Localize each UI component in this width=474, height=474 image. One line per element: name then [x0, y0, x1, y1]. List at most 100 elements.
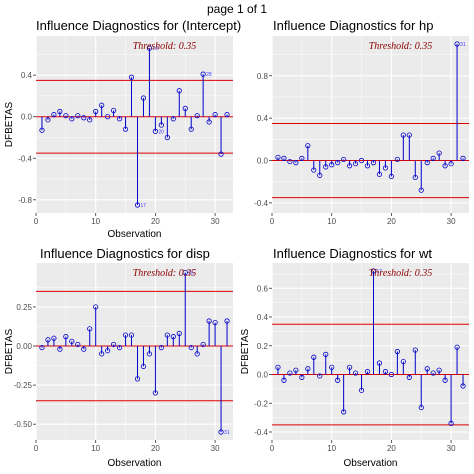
y-tick-label: 0.0: [21, 113, 33, 122]
dfbeta-point: [305, 143, 311, 149]
x-tick-label: 0: [270, 217, 275, 226]
dfbeta-point: [182, 105, 188, 112]
dfbeta-point: [317, 172, 323, 178]
dfbeta-point: [406, 132, 412, 138]
dfbeta-point: [39, 127, 45, 133]
y-tick-label: -0.4: [254, 199, 268, 208]
dfbeta-point: [128, 74, 135, 80]
dfbeta-point: [93, 304, 99, 310]
dfbeta-point: [170, 334, 176, 340]
dfbeta-point: [406, 374, 412, 380]
x-tick-label: 30: [211, 217, 220, 226]
x-tick-label: 0: [34, 444, 39, 453]
observation-label: 19: [152, 46, 158, 52]
dfbeta-point: [329, 162, 335, 168]
dfbeta-point: [176, 88, 182, 94]
y-tick-label: 0.6: [257, 284, 269, 293]
dfbeta-point: [460, 383, 466, 389]
dfbeta-point: [299, 155, 305, 161]
dfbeta-point: [134, 376, 141, 382]
observation-label: 28: [206, 72, 212, 78]
dfbeta-point: [75, 113, 81, 119]
y-tick-label: -0.4: [18, 154, 32, 163]
dfbeta-point: [370, 268, 377, 274]
dfbeta-point: [448, 161, 454, 167]
dfbeta-point: [116, 116, 123, 122]
dfbeta-point: [111, 341, 117, 348]
dfbeta-point: [394, 156, 400, 163]
dfbeta-point: [311, 167, 317, 173]
threshold-label: Threshold: 0.35: [369, 268, 433, 279]
dfbeta-point: [87, 117, 93, 123]
dfbeta-point: [57, 108, 63, 115]
dfbeta-point: [45, 117, 51, 123]
y-tick-label: 0.0: [257, 371, 269, 380]
dfbeta-point: [81, 346, 87, 352]
dfbeta-point: [170, 116, 176, 122]
y-tick-label: 0.4: [21, 71, 33, 80]
y-tick-label: 0.25: [16, 303, 32, 312]
x-axis-label: Observation: [108, 458, 162, 469]
dfbeta-point: [317, 373, 323, 379]
dfbeta-point: [347, 364, 353, 370]
dfbeta-point: [57, 346, 63, 352]
y-tick-label: -0.50: [14, 420, 33, 429]
dfbeta-point: [194, 351, 200, 357]
dfbeta-point: [224, 318, 230, 324]
panel-title: Influence Diagnostics for hp: [273, 18, 433, 33]
dfbeta-point: [81, 115, 87, 121]
dfbeta-point: [281, 377, 287, 383]
dfbeta-point: [105, 348, 111, 354]
panel-title: Influence Diagnostics for wt: [273, 246, 432, 261]
dfbeta-point: [352, 161, 359, 167]
dfbeta-point: [382, 369, 389, 375]
y-tick-label: -0.4: [254, 428, 268, 437]
x-tick-label: 20: [387, 444, 396, 453]
dfbeta-point: [311, 354, 317, 360]
dfbeta-point: [63, 113, 69, 119]
x-tick-label: 30: [447, 444, 456, 453]
dfbeta-point: [352, 370, 359, 376]
dfbeta-point: [341, 409, 347, 415]
dfbeta-point: [182, 269, 188, 276]
dfbeta-point: [105, 114, 111, 120]
dfbeta-point: [206, 119, 212, 125]
x-tick-label: 0: [270, 444, 275, 453]
dfbeta-point: [212, 319, 218, 326]
dfbeta-point: [424, 160, 430, 166]
threshold-label: Threshold: 0.35: [369, 41, 433, 52]
panel-title: Influence Diagnostics for disp: [40, 246, 210, 261]
y-tick-label: 0.0: [257, 157, 269, 166]
dfbeta-point: [448, 420, 454, 426]
dfbeta-point: [99, 351, 105, 357]
dfbeta-point: [293, 160, 299, 166]
dfbeta-point: [206, 318, 212, 324]
dfbeta-point: [164, 332, 170, 338]
y-tick-label: 0.00: [16, 342, 32, 351]
dfbeta-point: [412, 174, 418, 181]
x-tick-label: 10: [91, 444, 100, 453]
x-tick-label: 20: [151, 444, 160, 453]
dfbeta-point: [358, 157, 365, 164]
dfbeta-point: [460, 155, 466, 161]
plot-panel: [36, 263, 233, 440]
y-tick-label: -0.8: [18, 196, 32, 205]
dfbeta-point: [69, 338, 75, 344]
dfbeta-point: [275, 364, 281, 370]
observation-label: 20: [158, 129, 164, 135]
dfbeta-point: [287, 158, 293, 165]
dfbeta-point: [370, 160, 377, 166]
dfbeta-point: [358, 387, 365, 393]
plot-panel: [36, 36, 233, 213]
y-tick-label: 0.4: [257, 114, 269, 123]
dfbeta-point: [430, 370, 436, 376]
x-tick-label: 20: [151, 217, 160, 226]
panel-title: Influence Diagnostics for (Intercept): [36, 18, 241, 33]
dfbeta-point: [388, 371, 394, 378]
dfbeta-point: [122, 332, 129, 338]
page-title: page 1 of 1: [206, 2, 268, 16]
dfbeta-point: [200, 341, 206, 348]
observation-label: 17: [376, 269, 382, 275]
dfbeta-point: [347, 163, 353, 169]
dfbeta-point: [442, 163, 448, 169]
